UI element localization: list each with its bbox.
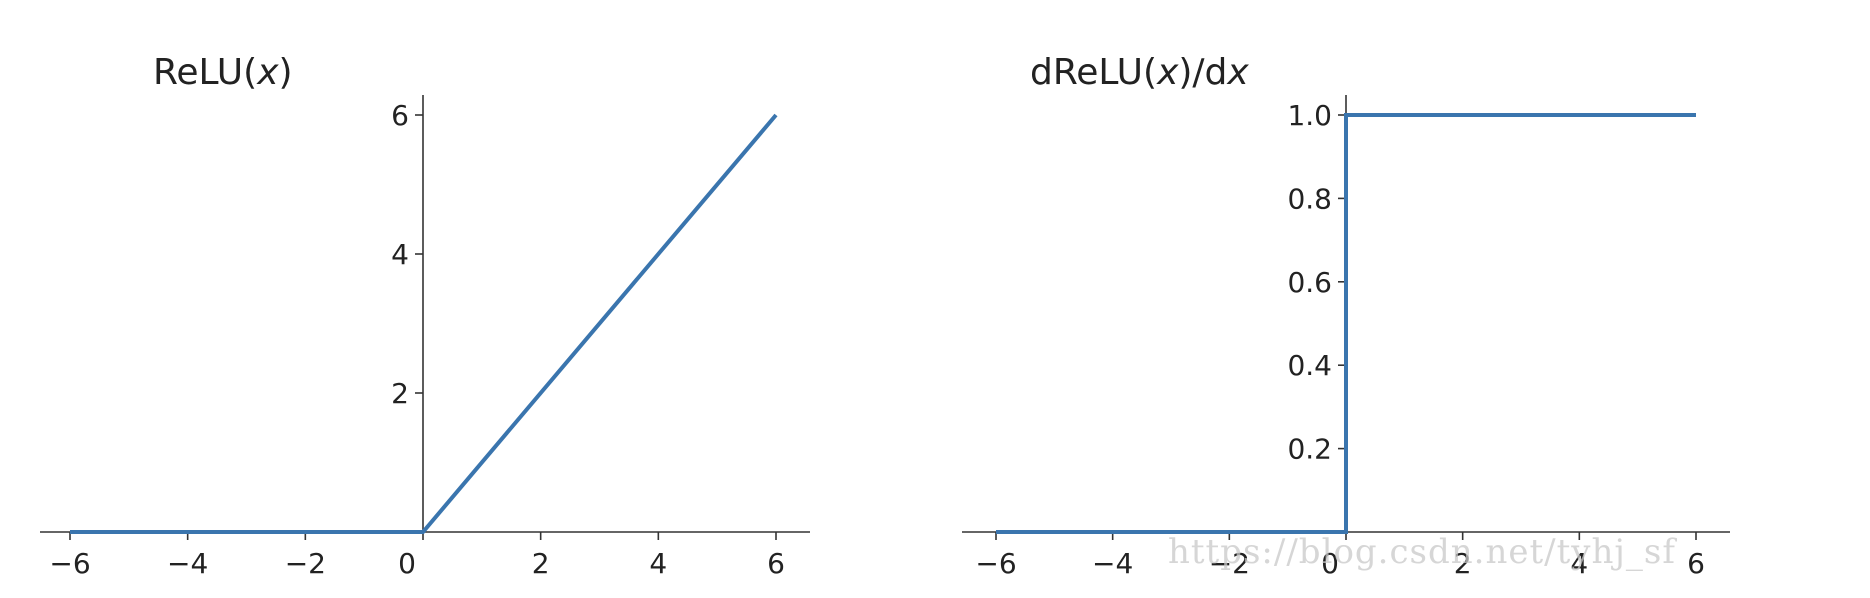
- y-tick-label: 6: [391, 99, 409, 132]
- y-tick-label: 0.2: [1287, 433, 1332, 466]
- series-line: [996, 113, 1696, 534]
- series-line: [70, 113, 778, 534]
- x-tick-label: 6: [767, 547, 785, 580]
- x-tick-label: −4: [1092, 547, 1133, 580]
- chart-title-part: )/d: [1178, 52, 1227, 93]
- y-tick-label: 4: [391, 238, 409, 271]
- y-tick-label: 2: [391, 377, 409, 410]
- relu-plot: ReLU(x) −6 −4 −2 0 2 4 6 2 4 6: [40, 52, 810, 580]
- y-tick-label: 0.8: [1287, 182, 1332, 215]
- x-tick-label: 0: [1321, 547, 1339, 580]
- x-tick-label: −6: [975, 547, 1016, 580]
- chart-title: dReLU(x)/dx: [1030, 52, 1249, 93]
- x-tick-label: −2: [1209, 547, 1250, 580]
- chart-title-part: dReLU(: [1030, 52, 1157, 93]
- relu-derivative-plot: dReLU(x)/dx−6 −4 −2 0 2 4 60.20.40.60.81.0: [962, 52, 1730, 580]
- x-tick-label: 4: [649, 547, 667, 580]
- chart-title-part: x: [256, 52, 279, 93]
- y-tick-label: 1.0: [1287, 99, 1332, 132]
- y-tick-label: 0.4: [1287, 349, 1332, 382]
- chart-title-part: ): [279, 52, 293, 93]
- chart-title-part: x: [1226, 52, 1249, 93]
- x-tick-label: 4: [1570, 547, 1588, 580]
- chart-title-part: ReLU(: [153, 52, 257, 93]
- watermark-text: https://blog.csdn.net/tyhj_sf: [1168, 532, 1677, 572]
- x-tick-label: 6: [1687, 547, 1705, 580]
- x-tick-label: 0: [398, 547, 416, 580]
- x-tick-label: 2: [1454, 547, 1472, 580]
- chart-title: ReLU(x): [153, 52, 293, 93]
- y-tick-label: 0.6: [1287, 266, 1332, 299]
- x-tick-label: 2: [532, 547, 550, 580]
- x-tick-label: −2: [285, 547, 326, 580]
- x-tick-label: −6: [49, 547, 90, 580]
- x-tick-label: −4: [167, 547, 208, 580]
- chart-title-part: x: [1156, 52, 1179, 93]
